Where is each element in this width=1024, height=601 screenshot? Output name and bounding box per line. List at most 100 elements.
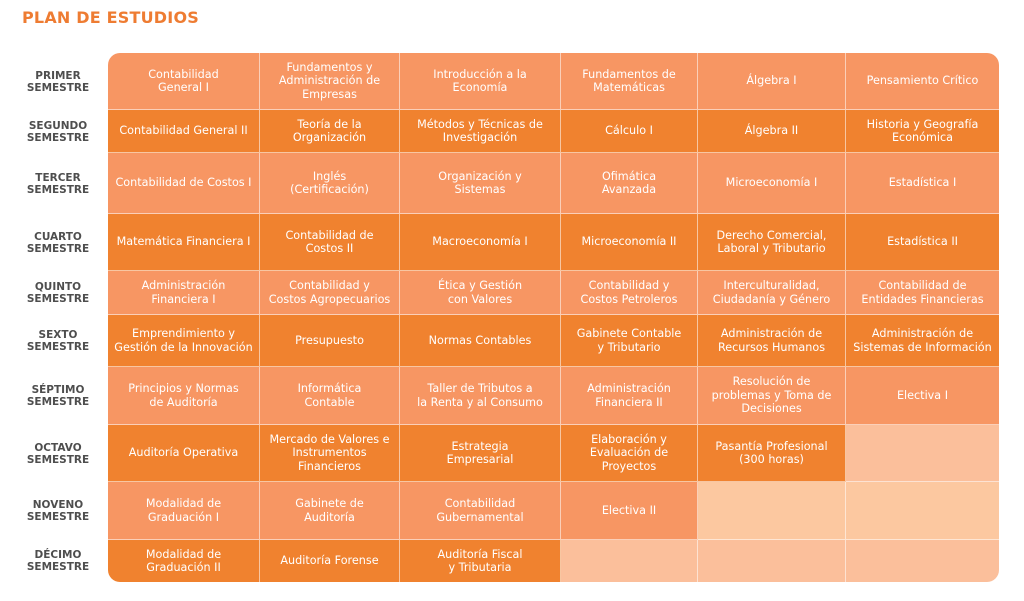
semester-label: PRIMER SEMESTRE: [14, 53, 102, 110]
course-name: Inglés (Certificación): [290, 169, 369, 197]
course-cell: Elaboración y Evaluación de Proyectos: [561, 425, 698, 482]
course-name: Electiva II: [601, 503, 657, 517]
semester-label: DÉCIMO SEMESTRE: [14, 540, 102, 582]
course-cell: Métodos y Técnicas de Investigación: [400, 110, 561, 153]
semester-name: SEGUNDO: [28, 119, 88, 132]
course-name: Matemática Financiera I: [116, 235, 251, 249]
course-name: Pensamiento Crítico: [866, 74, 979, 88]
course-name: Contabilidad de Entidades Financieras: [861, 279, 984, 306]
course-name: Auditoría Fiscal y Tributaria: [437, 547, 523, 575]
course-name: Pasantía Profesional (300 horas): [715, 439, 828, 467]
course-name: Álgebra I: [746, 74, 797, 88]
course-cell: Inglés (Certificación): [260, 153, 400, 214]
semester-suffix: SEMESTRE: [26, 341, 90, 353]
course-cell: Auditoría Forense: [260, 540, 400, 582]
course-name: Modalidad de Graduación II: [145, 547, 222, 575]
course-cell: Modalidad de Graduación II: [108, 540, 260, 582]
course-name: Organización y Sistemas: [438, 169, 522, 197]
semester-name: CUARTO: [34, 230, 82, 243]
semester-suffix: SEMESTRE: [26, 131, 90, 144]
course-name: Gabinete de Auditoría: [295, 497, 364, 524]
course-name: Microeconomía II: [581, 235, 677, 249]
course-name: Fundamentos y Administración de Empresas: [278, 60, 381, 101]
course-name: Teoría de la Organización: [292, 117, 367, 145]
course-cell: Contabilidad y Costos Petroleros: [561, 271, 698, 315]
semester-label: SÉPTIMO SEMESTRE: [14, 367, 102, 425]
course-cell: Organización y Sistemas: [400, 153, 561, 214]
course-name: Álgebra II: [744, 124, 799, 138]
page-title: PLAN DE ESTUDIOS: [22, 8, 199, 27]
course-name: Contabilidad y Costos Agropecuarios: [268, 279, 391, 306]
course-cell: Electiva II: [561, 482, 698, 540]
semester-suffix: SEMESTRE: [26, 183, 90, 196]
semester-name: SEXTO: [38, 329, 78, 341]
course-cell: Modalidad de Graduación I: [108, 482, 260, 540]
course-cell: Informática Contable: [260, 367, 400, 425]
course-cell: Cálculo I: [561, 110, 698, 153]
course-cell: Contabilidad de Costos I: [108, 153, 260, 214]
course-name: Electiva I: [896, 388, 949, 402]
semester-suffix: SEMESTRE: [26, 242, 90, 255]
course-name: Cálculo I: [605, 124, 653, 138]
course-name: Contabilidad General I: [148, 67, 219, 95]
course-cell: Pensamiento Crítico: [846, 53, 999, 110]
semester-suffix: SEMESTRE: [26, 293, 90, 305]
course-cell: Ética y Gestión con Valores: [400, 271, 561, 315]
course-name: Informática Contable: [297, 382, 362, 409]
course-cell: Estadística I: [846, 153, 999, 214]
course-cell: Administración de Recursos Humanos: [698, 315, 846, 367]
course-cell: Emprendimiento y Gestión de la Innovació…: [108, 315, 260, 367]
course-cell: Introducción a la Economía: [400, 53, 561, 110]
semester-name: DÉCIMO: [34, 549, 82, 561]
course-name: Ética y Gestión con Valores: [437, 279, 523, 306]
course-cell: Microeconomía I: [698, 153, 846, 214]
course-cell: Normas Contables: [400, 315, 561, 367]
course-name: Normas Contables: [428, 333, 532, 347]
course-name: Fundamentos de Matemáticas: [582, 67, 676, 95]
course-name: Contabilidad General II: [119, 124, 248, 138]
semester-suffix: SEMESTRE: [26, 453, 90, 466]
course-cell: Contabilidad y Costos Agropecuarios: [260, 271, 400, 315]
course-cell: Interculturalidad, Ciudadanía y Género: [698, 271, 846, 315]
semester-label: TERCER SEMESTRE: [14, 153, 102, 214]
course-cell: Álgebra I: [698, 53, 846, 110]
semester-suffix: SEMESTRE: [26, 561, 90, 573]
semester-name: QUINTO: [34, 281, 82, 293]
course-name: Estadística I: [888, 176, 957, 190]
course-name: Auditoría Operativa: [128, 446, 239, 460]
course-cell: Auditoría Operativa: [108, 425, 260, 482]
course-name: Estrategia Empresarial: [446, 439, 514, 467]
course-name: Administración de Sistemas de Informació…: [853, 327, 992, 354]
course-name: Taller de Tributos a la Renta y al Consu…: [417, 382, 543, 409]
course-cell: Contabilidad General II: [108, 110, 260, 153]
semester-suffix: SEMESTRE: [26, 81, 90, 94]
course-name: Contabilidad de Costos I: [115, 176, 252, 190]
empty-cell: [846, 540, 999, 582]
empty-cell: [698, 482, 846, 540]
course-name: Ofimática Avanzada: [601, 169, 657, 197]
course-name: Contabilidad de Costos II: [285, 228, 374, 256]
semester-label: OCTAVO SEMESTRE: [14, 425, 102, 482]
course-name: Administración Financiera I: [141, 279, 226, 306]
semester-label: SEXTO SEMESTRE: [14, 315, 102, 367]
semester-name: NOVENO: [32, 499, 84, 511]
course-cell: Macroeconomía I: [400, 214, 561, 271]
course-name: Introducción a la Economía: [433, 67, 527, 95]
course-cell: Microeconomía II: [561, 214, 698, 271]
course-name: Gabinete Contable y Tributario: [576, 327, 682, 354]
course-name: Derecho Comercial, Laboral y Tributario: [716, 228, 827, 256]
course-cell: Historia y Geografía Económica: [846, 110, 999, 153]
semester-name: SÉPTIMO: [31, 384, 85, 396]
course-name: Contabilidad Gubernamental: [436, 497, 524, 524]
course-cell: Principios y Normas de Auditoría: [108, 367, 260, 425]
course-name: Administración de Recursos Humanos: [717, 327, 826, 354]
course-cell: Administración Financiera I: [108, 271, 260, 315]
course-cell: Contabilidad Gubernamental: [400, 482, 561, 540]
course-cell: Contabilidad de Entidades Financieras: [846, 271, 999, 315]
course-name: Administración Financiera II: [587, 382, 671, 409]
semester-suffix: SEMESTRE: [26, 396, 90, 408]
semester-label: SEGUNDO SEMESTRE: [14, 110, 102, 153]
course-name: Principios y Normas de Auditoría: [128, 382, 239, 409]
course-cell: Álgebra II: [698, 110, 846, 153]
semester-name: PRIMER: [35, 69, 81, 82]
